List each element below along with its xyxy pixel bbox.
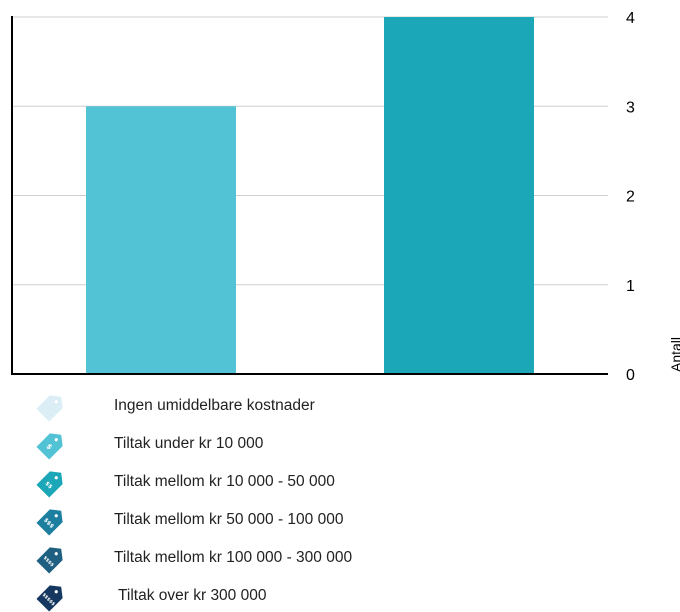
price-tag-icon: $$$ [36, 509, 63, 536]
legend-item: $$ Tiltak mellom kr 10 000 - 50 000 [0, 466, 680, 498]
legend-item: Ingen umiddelbare kostnader [0, 390, 680, 422]
price-tag-icon: $$$$$ [36, 585, 63, 612]
legend-item: $$$ Tiltak mellom kr 50 000 - 100 000 [0, 504, 680, 536]
price-tag-icon [36, 395, 63, 422]
bars [86, 17, 534, 374]
legend-label: Tiltak mellom kr 50 000 - 100 000 [114, 511, 344, 528]
bar [384, 17, 534, 374]
y-tick-labels: 0 1 2 3 4 [626, 10, 635, 384]
legend-label: Tiltak mellom kr 10 000 - 50 000 [114, 473, 335, 490]
y-tick-label: 0 [626, 367, 635, 384]
price-tag-icon: $$$$ [36, 547, 63, 574]
legend-label: Tiltak under kr 10 000 [114, 435, 264, 452]
y-axis-title: Antall [668, 337, 680, 372]
price-tag-icon: $ [36, 433, 63, 460]
y-tick-label: 3 [626, 99, 635, 116]
legend-item: $$$$$ Tiltak over kr 300 000 [0, 580, 680, 612]
price-symbol: $$ [44, 481, 54, 491]
axes [11, 16, 608, 375]
legend-label: Tiltak over kr 300 000 [118, 587, 267, 604]
y-tick-label: 1 [626, 278, 635, 295]
y-tick-label: 2 [626, 189, 635, 206]
price-tag-icon: $$ [36, 471, 63, 498]
legend-item: $$$$ Tiltak mellom kr 100 000 - 300 000 [0, 542, 680, 574]
bar-chart: 0 1 2 3 4 Antall [11, 10, 680, 384]
legend-item: $ Tiltak under kr 10 000 [0, 428, 680, 460]
legend-label: Tiltak mellom kr 100 000 - 300 000 [114, 549, 353, 566]
y-tick-label: 4 [626, 10, 635, 27]
price-symbol: $ [45, 442, 54, 451]
legend-label: Ingen umiddelbare kostnader [114, 397, 315, 414]
bar [86, 106, 236, 374]
